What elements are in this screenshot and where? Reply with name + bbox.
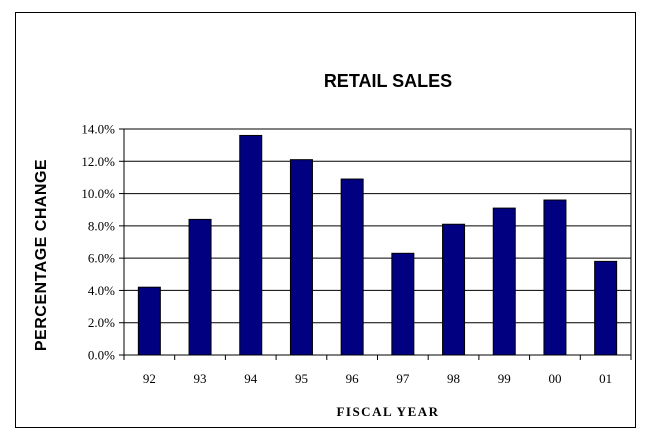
y-tick-label: 8.0% — [88, 218, 115, 233]
x-tick-label: 01 — [599, 371, 612, 386]
bar-98 — [442, 223, 466, 356]
x-tick-label: 99 — [498, 371, 511, 386]
x-tick-label: 98 — [447, 371, 460, 386]
y-tick-labels: 0.0% 2.0% 4.0% 6.0% 8.0% 10.0% 12.0% 14.0% — [81, 122, 115, 363]
x-tick-label: 92 — [143, 371, 156, 386]
x-tick-label: 93 — [194, 371, 207, 386]
bar-94 — [239, 134, 263, 356]
x-tick-label: 00 — [548, 371, 561, 386]
bar-97 — [391, 252, 415, 356]
chart: RETAIL SALES PERCENTAGE CHANGE FISCAL YE… — [33, 71, 632, 419]
y-tick-label: 12.0% — [81, 154, 115, 169]
axes — [119, 128, 632, 360]
chart-frame: RETAIL SALES PERCENTAGE CHANGE FISCAL YE… — [15, 12, 636, 428]
bars — [137, 134, 618, 356]
bar-99 — [492, 207, 516, 356]
x-axis-label: FISCAL YEAR — [336, 404, 439, 419]
x-tick-label: 96 — [346, 371, 360, 386]
bar-01 — [594, 260, 618, 356]
x-tick-label: 97 — [396, 371, 410, 386]
y-tick-label: 0.0% — [88, 348, 115, 363]
bar-96 — [340, 178, 364, 356]
y-axis-label: PERCENTAGE CHANGE — [33, 159, 50, 351]
bar-00 — [543, 199, 567, 356]
y-tick-label: 6.0% — [88, 251, 115, 266]
x-tick-label: 94 — [244, 371, 258, 386]
bar-95 — [289, 159, 313, 356]
y-tick-label: 10.0% — [81, 186, 115, 201]
y-tick-label: 2.0% — [88, 315, 115, 330]
bar-93 — [188, 218, 212, 356]
bar-92 — [137, 286, 161, 356]
x-tick-label: 95 — [295, 371, 308, 386]
y-tick-label: 14.0% — [81, 122, 115, 137]
y-tick-label: 4.0% — [88, 283, 115, 298]
x-tick-labels: 92 93 94 95 96 97 98 99 00 01 — [143, 371, 612, 386]
chart-title: RETAIL SALES — [324, 71, 452, 91]
